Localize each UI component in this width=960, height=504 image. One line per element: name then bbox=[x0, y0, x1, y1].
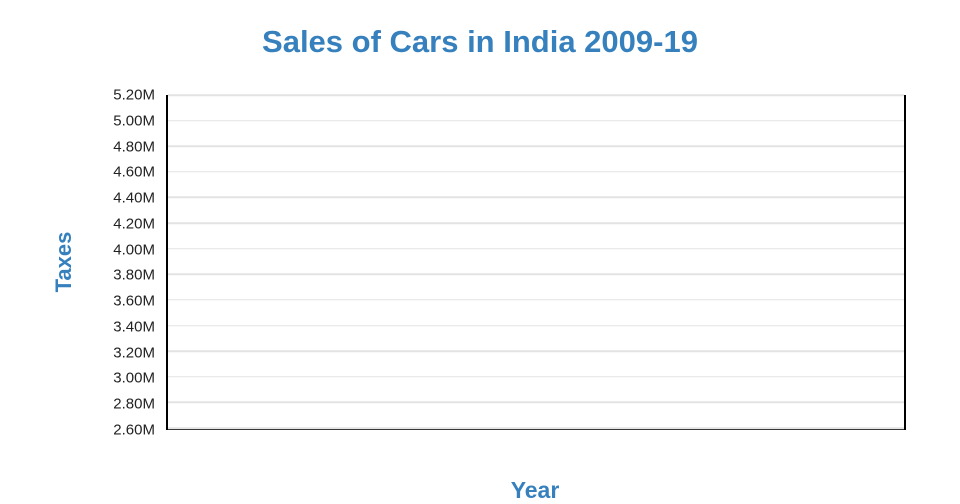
h-gridline bbox=[168, 94, 904, 96]
h-gridline bbox=[168, 350, 904, 352]
y-tick-label: 4.40M bbox=[113, 189, 155, 207]
h-gridline bbox=[168, 273, 904, 276]
y-tick-label: 4.00M bbox=[113, 241, 155, 259]
h-gridline bbox=[168, 247, 904, 250]
y-tick-label: 3.00M bbox=[113, 369, 155, 387]
chart-title: Sales of Cars in India 2009-19 bbox=[262, 24, 698, 59]
h-gridline bbox=[168, 376, 904, 378]
x-axis-title: Year bbox=[510, 477, 560, 503]
h-gridline bbox=[168, 171, 904, 173]
h-gridline bbox=[168, 324, 904, 327]
y-tick-label: 3.80M bbox=[113, 266, 155, 284]
h-gridline bbox=[168, 427, 904, 429]
y-tick-label: 4.60M bbox=[113, 163, 155, 181]
h-gridline bbox=[168, 401, 904, 404]
y-tick-label: 3.40M bbox=[113, 318, 155, 336]
h-gridline bbox=[168, 222, 904, 224]
h-gridline bbox=[168, 196, 904, 199]
plot-area bbox=[166, 94, 906, 430]
y-tick-label: 2.60M bbox=[113, 421, 155, 439]
y-tick-label: 3.20M bbox=[113, 344, 155, 362]
h-gridline bbox=[168, 145, 904, 147]
y-tick-label: 4.80M bbox=[113, 138, 155, 156]
h-gridline bbox=[168, 299, 904, 301]
y-tick-label: 5.00M bbox=[113, 112, 155, 130]
y-tick-label: 5.20M bbox=[113, 86, 155, 104]
y-tick-label: 2.80M bbox=[113, 395, 155, 413]
y-tick-label: 3.60M bbox=[113, 292, 155, 310]
h-gridline bbox=[168, 119, 904, 122]
y-axis-tick-labels: 5.20M 5.00M 4.80M 4.60M 4.40M 4.20M 4.00M 3.80M… bbox=[0, 87, 155, 439]
y-tick-label: 4.20M bbox=[113, 215, 155, 233]
